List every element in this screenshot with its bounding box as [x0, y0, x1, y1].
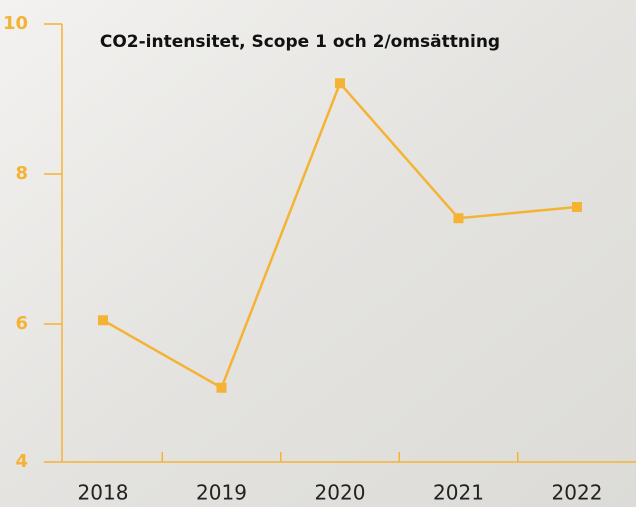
page: CO2-intensitet, Scope 1 och 2/omsättning… — [0, 0, 636, 507]
x-tick-label: 2020 — [315, 481, 366, 505]
y-tick-label: 4 — [15, 451, 28, 472]
chart-title: CO2-intensitet, Scope 1 och 2/omsättning — [100, 32, 500, 52]
y-tick-label: 10 — [3, 13, 28, 34]
background — [0, 0, 636, 507]
chart: CO2-intensitet, Scope 1 och 2/omsättning… — [0, 0, 636, 507]
data-point — [217, 383, 227, 393]
y-tick-label: 6 — [15, 313, 28, 334]
data-point — [335, 78, 345, 88]
x-tick-label: 2021 — [433, 481, 484, 505]
y-tick-label: 8 — [15, 163, 28, 184]
x-tick-label: 2018 — [78, 481, 129, 505]
data-point — [98, 315, 108, 325]
x-tick-label: 2019 — [196, 481, 247, 505]
x-tick-label: 2022 — [552, 481, 603, 505]
data-point — [572, 202, 582, 212]
data-point — [454, 213, 464, 223]
